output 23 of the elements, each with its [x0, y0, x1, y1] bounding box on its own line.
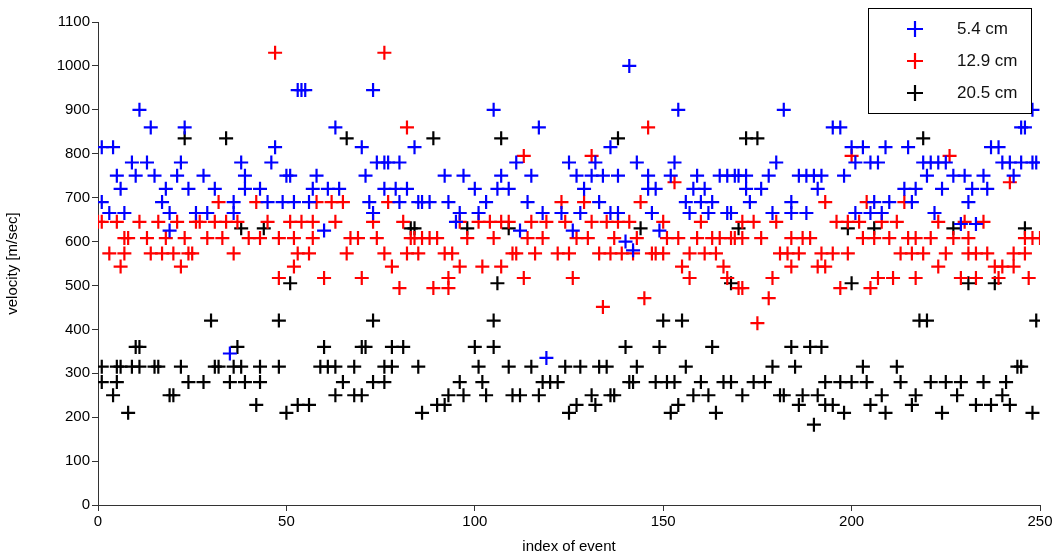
y-tick-label: 400 [64, 319, 90, 337]
x-axis-title: index of event [522, 537, 617, 555]
y-tick-label: 700 [64, 187, 90, 205]
legend-label: 5.4 cm [957, 19, 1009, 39]
legend-label: 20.5 cm [957, 83, 1018, 103]
x-tick-label: 50 [278, 512, 295, 530]
legend-label: 12.9 cm [957, 51, 1018, 71]
x-tick-label: 200 [839, 512, 865, 530]
x-tick-label: 100 [462, 512, 488, 530]
x-tick-label: 0 [93, 512, 103, 530]
x-tick-label: 250 [1027, 512, 1053, 530]
y-tick-label: 600 [64, 231, 90, 249]
y-tick-label: 200 [64, 407, 90, 425]
x-tick-label: 150 [650, 512, 676, 530]
y-tick-label: 300 [64, 363, 90, 381]
y-tick-label: 900 [64, 99, 90, 117]
y-tick-label: 1100 [57, 12, 90, 30]
y-axis-title: velocity [m/sec] [3, 212, 21, 315]
y-tick-label: 100 [64, 451, 90, 469]
y-tick-label: 800 [64, 143, 90, 161]
y-tick-label: 0 [81, 495, 90, 513]
y-tick-label: 1000 [56, 56, 90, 74]
y-tick-label: 500 [64, 275, 90, 293]
